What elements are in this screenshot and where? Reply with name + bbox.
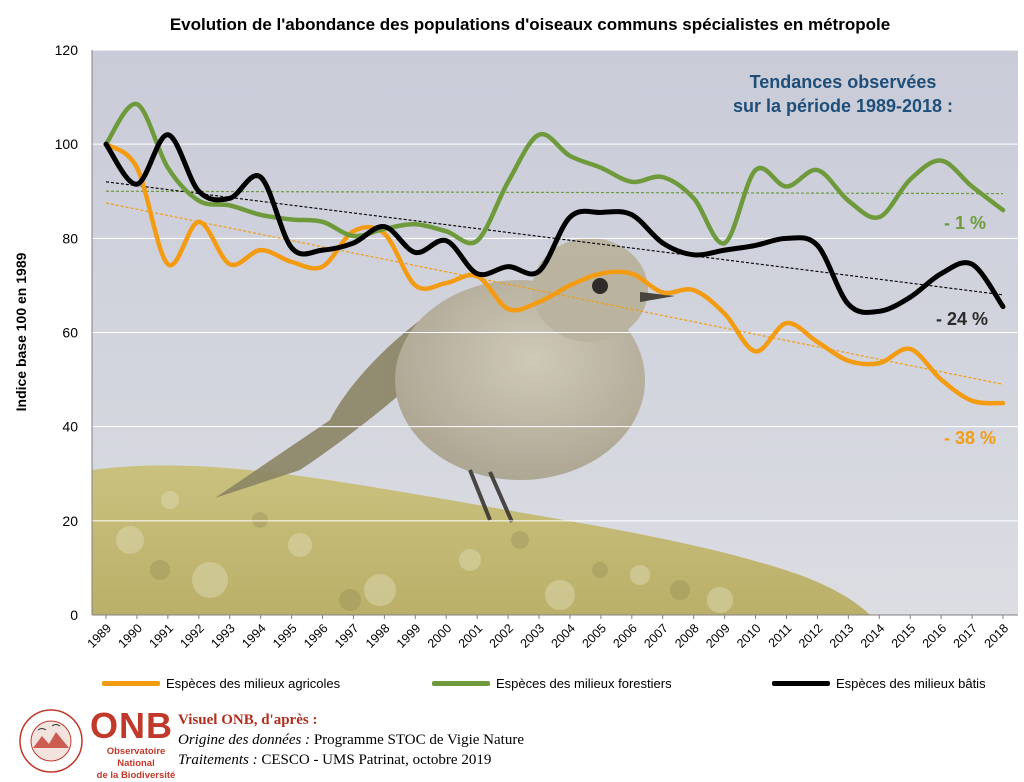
credit-origin-label: Origine des données : — [178, 732, 311, 748]
onb-logo-emblem — [19, 709, 83, 773]
x-tick-label: 2006 — [610, 621, 640, 651]
x-tick-label: 2018 — [982, 621, 1012, 651]
x-tick-labels: 1989 1990 1991 1992 1993 1994 1995 1996 1997 1998… — [85, 615, 1012, 651]
x-tick-label: 2008 — [672, 621, 702, 651]
x-tick-label: 2010 — [734, 621, 764, 651]
trend-label-agri: - 38 % — [944, 428, 996, 448]
x-tick-label: 2015 — [889, 621, 919, 651]
legend-swatch-urban — [772, 680, 830, 686]
trend-box-title-line2: sur la période 1989-2018 : — [733, 96, 953, 116]
legend-item-urban: Espèces des milieux bâtis — [772, 674, 986, 692]
credit-proc-value: CESCO - UMS Patrinat, octobre 2019 — [257, 752, 492, 768]
credit-head: Visuel ONB, d'après : — [178, 712, 318, 728]
x-tick-label: 1993 — [208, 621, 238, 651]
y-tick-label: 120 — [55, 42, 79, 58]
trend-label-urban: - 24 % — [936, 309, 988, 329]
y-tick-label: 100 — [55, 136, 79, 152]
trend-label-forest: - 1 % — [944, 213, 986, 233]
series-urban-trend — [105, 181, 1004, 296]
x-tick-label: 2003 — [518, 621, 548, 651]
credit-proc-label: Traitements : — [178, 752, 258, 768]
x-tick-label: 2004 — [549, 621, 579, 651]
x-tick-label: 2002 — [487, 621, 517, 651]
x-tick-label: 1996 — [301, 621, 331, 651]
onb-subtitle-line1: Observatoire National — [106, 746, 166, 769]
x-tick-label: 1990 — [115, 621, 145, 651]
x-tick-label: 2011 — [766, 621, 795, 650]
x-tick-label: 1995 — [270, 621, 300, 651]
x-tick-label: 2009 — [703, 621, 733, 651]
x-tick-label: 2016 — [920, 621, 950, 651]
y-tick-label: 80 — [62, 230, 78, 246]
onb-logo-subtitle: Observatoire National de la Biodiversité — [90, 746, 182, 782]
x-tick-label: 1999 — [394, 621, 424, 651]
series-forest-line — [103, 101, 1006, 246]
x-tick-label: 2017 — [951, 621, 981, 651]
y-tick-labels: 0 20 40 60 80 100 120 — [55, 42, 79, 623]
x-tick-label: 1989 — [85, 621, 115, 651]
legend-swatch-agricultural — [102, 680, 160, 686]
series-lines — [103, 101, 1006, 406]
y-tick-label: 40 — [62, 419, 78, 435]
x-tick-label: 1994 — [239, 621, 269, 651]
axes — [91, 50, 1018, 616]
y-tick-label: 60 — [62, 325, 78, 341]
trend-box-title-line1: Tendances observées — [750, 72, 937, 92]
x-tick-label: 1997 — [332, 621, 362, 651]
legend-swatch-forest — [432, 680, 490, 686]
credit-origin-value: Programme STOC de Vigie Nature — [310, 732, 524, 748]
legend-item-agricultural: Espèces des milieux agricoles — [102, 674, 340, 692]
footer-credits: ONB Observatoire National de la Biodiver… — [18, 705, 618, 781]
x-tick-label: 2000 — [425, 621, 455, 651]
x-tick-label: 2001 — [456, 621, 486, 651]
legend-label-agricultural: Espèces des milieux agricoles — [166, 675, 341, 691]
x-tick-label: 2012 — [796, 621, 826, 651]
legend-label-forest: Espèces des milieux forestiers — [496, 675, 672, 691]
legend-item-forest: Espèces des milieux forestiers — [432, 674, 672, 692]
x-tick-label: 2005 — [579, 621, 609, 651]
x-tick-label: 2014 — [858, 621, 888, 651]
y-axis-label: Indice base 100 en 1989 — [13, 252, 29, 411]
series-forest-trend — [105, 190, 1004, 195]
y-tick-label: 20 — [62, 513, 78, 529]
onb-subtitle-line2: de la Biodiversité — [96, 770, 176, 781]
series-agricultural-line — [103, 141, 1006, 406]
chart-title: Evolution de l'abondance des populations… — [170, 15, 890, 34]
series-urban-line — [103, 132, 1006, 315]
x-tick-label: 1998 — [363, 621, 393, 651]
y-tick-label: 0 — [70, 607, 78, 623]
credits-text: Visuel ONB, d'après : Origine des donnée… — [178, 710, 524, 770]
x-tick-label: 2013 — [827, 621, 857, 651]
x-tick-label: 1992 — [177, 621, 207, 651]
credit-origin: Origine des données : Programme STOC de … — [178, 730, 524, 750]
x-tick-label: 1991 — [146, 621, 176, 651]
x-tick-label: 2007 — [641, 621, 671, 651]
onb-logo-text: ONB — [90, 705, 173, 746]
bird-illustration — [215, 238, 675, 523]
legend-label-urban: Espèces des milieux bâtis — [836, 675, 986, 691]
credit-processing: Traitements : CESCO - UMS Patrinat, octo… — [178, 750, 524, 770]
